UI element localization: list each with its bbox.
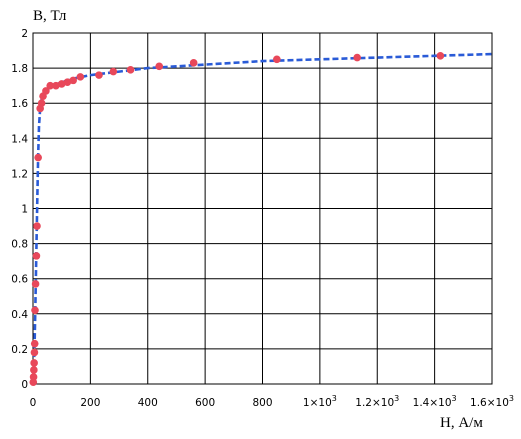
x-tick-label: 400 <box>138 397 158 409</box>
x-tick-label: 1.4×103 <box>413 394 457 409</box>
data-point <box>436 52 445 60</box>
y-tick-label: 2 <box>21 28 28 40</box>
x-axis-label: H, А/м <box>440 415 483 431</box>
data-point <box>32 252 41 260</box>
data-point <box>30 366 38 374</box>
data-point <box>57 80 66 88</box>
data-point <box>34 153 42 162</box>
fit-line-layer <box>31 52 493 385</box>
data-points-layer <box>29 52 445 387</box>
y-tick-label: 1.4 <box>11 133 28 145</box>
y-tick-label: 0.8 <box>11 239 28 251</box>
y-tick-label: 0 <box>21 379 28 391</box>
y-tick-label: 1.6 <box>11 98 28 110</box>
x-tick-label: 0 <box>30 397 37 409</box>
data-point <box>189 59 198 67</box>
plot-border <box>32 32 493 385</box>
data-point <box>353 53 361 62</box>
data-point <box>109 67 118 76</box>
data-point <box>31 306 39 315</box>
data-point <box>30 339 39 348</box>
data-point <box>30 348 39 357</box>
data-point <box>155 62 164 71</box>
data-point <box>37 99 46 107</box>
data-point <box>273 55 281 64</box>
x-tick-label: 1.2×103 <box>355 394 399 409</box>
data-point <box>126 66 135 74</box>
y-tick-label: 0.6 <box>11 274 28 286</box>
data-point <box>33 222 41 230</box>
y-tick-label: 0.4 <box>11 309 28 321</box>
x-tick-labels: 0 200 400 600 800 1×103 1.2×103 1.4×103 1.6×103 <box>30 394 514 409</box>
x-tick-label: 1.6×103 <box>470 394 514 409</box>
data-point <box>76 73 85 81</box>
data-point <box>95 71 103 79</box>
y-tick-labels: 0 0.2 0.4 0.6 0.8 1 1.2 1.4 1.6 1.8 2 <box>11 28 28 391</box>
data-point <box>30 359 38 367</box>
x-tick-label: 1×103 <box>303 394 337 409</box>
x-tick-label: 200 <box>80 397 100 409</box>
plot-frame <box>32 32 493 385</box>
y-tick-label: 0.2 <box>11 344 28 356</box>
data-point <box>63 78 72 86</box>
x-tick-label: 800 <box>252 397 272 409</box>
data-point <box>46 81 55 90</box>
y-axis-label: B, Тл <box>33 8 67 24</box>
data-point <box>29 373 38 381</box>
y-tick-label: 1 <box>21 204 28 216</box>
y-tick-label: 1.2 <box>11 168 28 180</box>
data-point <box>31 280 40 288</box>
data-point <box>52 81 60 90</box>
data-point <box>42 87 50 95</box>
x-tick-label: 600 <box>195 397 215 409</box>
data-point <box>69 76 77 85</box>
y-tick-label: 1.8 <box>11 63 28 75</box>
grid <box>32 32 493 385</box>
fit-line <box>31 52 493 385</box>
